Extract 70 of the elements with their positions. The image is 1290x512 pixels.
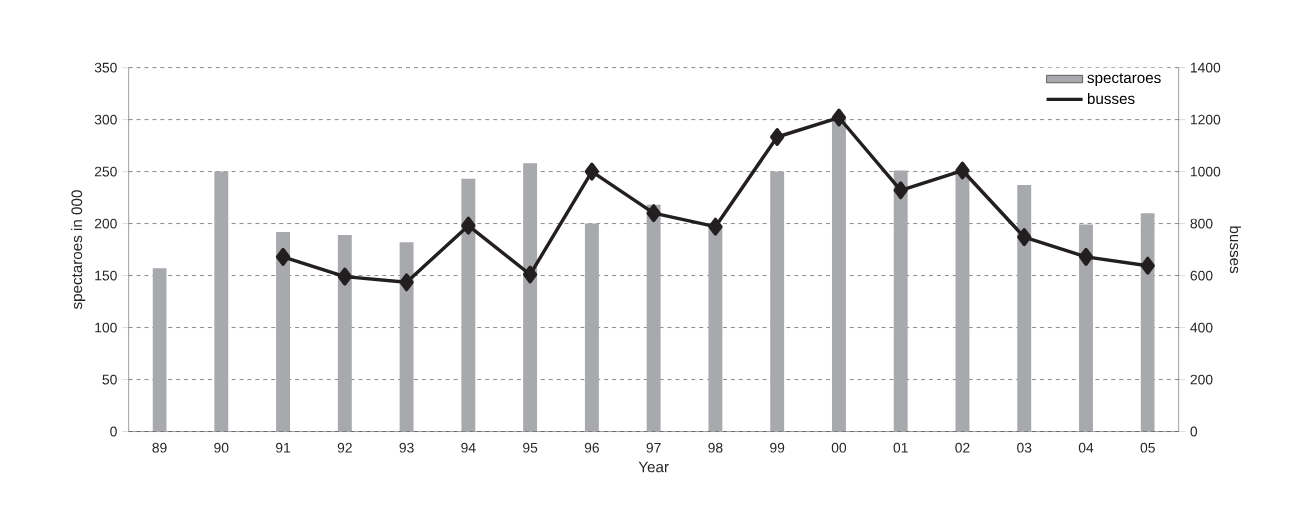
- bar: [152, 268, 167, 432]
- point: [522, 265, 538, 284]
- x-tick-label: 89: [152, 442, 167, 453]
- y-tick-label: 0: [110, 426, 117, 437]
- point: [708, 217, 723, 236]
- legend-label: spectaroes: [1087, 73, 1161, 87]
- point: [1140, 256, 1155, 275]
- point: [584, 162, 600, 181]
- point: [461, 216, 476, 235]
- x-tick-label: 02: [955, 442, 970, 453]
- bar: [770, 171, 785, 432]
- x-tick-label: 05: [1140, 442, 1155, 453]
- x-tick-label: 04: [1078, 442, 1094, 453]
- y2-tick-label: 800: [1190, 218, 1213, 229]
- bar: [399, 242, 414, 432]
- x-tick-label: 95: [523, 442, 538, 453]
- point: [1078, 247, 1094, 266]
- x-tick-label: 99: [770, 442, 785, 453]
- x-tick-label: 00: [831, 442, 847, 453]
- point: [337, 267, 352, 286]
- bar: [893, 170, 908, 432]
- x-axis-title: Year: [638, 461, 669, 473]
- y-tick-label: 50: [102, 374, 117, 385]
- y2-tick-label: 1400: [1190, 62, 1221, 73]
- bar: [1079, 224, 1093, 432]
- x-tick-label: 94: [461, 442, 476, 453]
- bar: [214, 171, 229, 432]
- x-tick-label: 96: [584, 442, 599, 453]
- x-tick-label: 01: [893, 442, 908, 453]
- y-tick-label: 350: [94, 62, 117, 73]
- y2-tick-label: 1000: [1190, 166, 1221, 177]
- point: [955, 161, 970, 180]
- bar: [461, 178, 476, 432]
- y2-tick-label: 600: [1190, 270, 1213, 281]
- y-axis-title: spectaroes in 000: [71, 190, 86, 310]
- y2-tick-label: 1200: [1190, 114, 1221, 125]
- x-tick-label: 90: [214, 442, 229, 453]
- bar: [646, 204, 661, 432]
- bar: [955, 172, 970, 432]
- bar: [1140, 213, 1155, 432]
- y2-tick-label: 200: [1190, 374, 1213, 385]
- point: [770, 127, 785, 146]
- x-tick-label: 92: [337, 442, 352, 453]
- bar: [337, 234, 352, 432]
- bar: [523, 163, 538, 432]
- bar: [708, 225, 723, 432]
- x-tick-label: 98: [708, 442, 723, 453]
- y-tick-label: 100: [95, 322, 117, 333]
- point: [1017, 228, 1032, 247]
- point: [831, 108, 847, 127]
- y2-tick-label: 0: [1190, 426, 1198, 437]
- x-tick-label: 97: [646, 442, 661, 453]
- point: [275, 247, 291, 266]
- point: [646, 204, 661, 223]
- point: [893, 181, 908, 200]
- point: [399, 273, 414, 292]
- x-tick-label: 03: [1017, 442, 1032, 453]
- y2-tick-label: 400: [1190, 322, 1213, 333]
- x-tick-label: 91: [275, 442, 291, 453]
- bar: [831, 119, 846, 432]
- bar: [1017, 185, 1032, 432]
- y2-axis-title: busses: [1229, 226, 1241, 274]
- bar: [276, 231, 291, 432]
- y-tick-label: 150: [95, 270, 117, 281]
- y-tick-label: 200: [94, 218, 117, 229]
- x-tick-label: 93: [399, 442, 414, 453]
- legend-label: busses: [1087, 92, 1135, 104]
- y-tick-label: 250: [94, 166, 117, 177]
- y-tick-label: 300: [94, 114, 117, 125]
- bar: [584, 223, 599, 432]
